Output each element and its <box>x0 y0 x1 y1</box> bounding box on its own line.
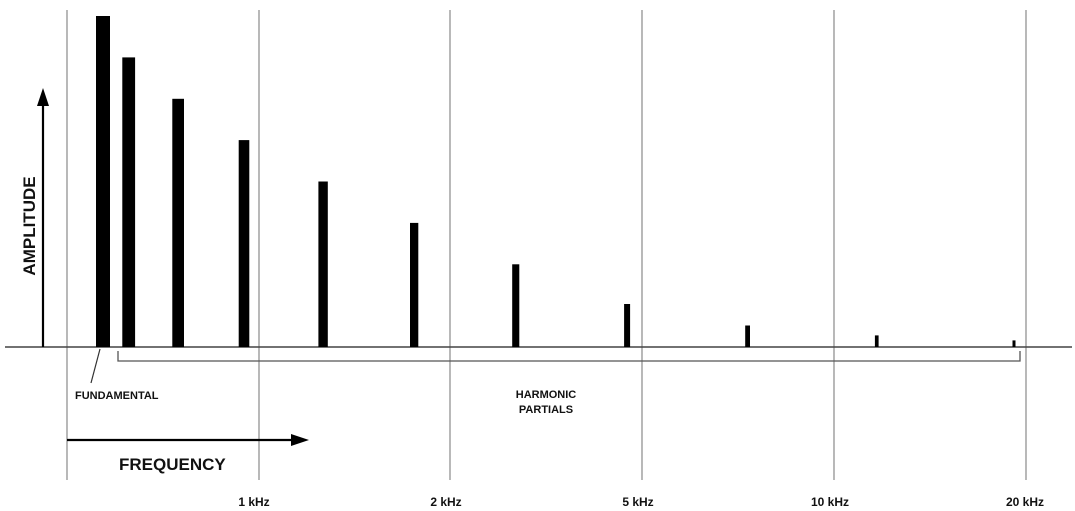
amplitude-arrow-head <box>37 88 49 106</box>
harmonic-bar <box>172 98 184 348</box>
harmonic-bar <box>874 335 879 347</box>
harmonic-partials-bracket <box>117 351 1021 362</box>
fundamental-label: FUNDAMENTAL <box>75 390 159 402</box>
amplitude-arrow <box>37 88 49 347</box>
frequency-arrow <box>67 434 309 446</box>
harmonic-bar <box>410 222 419 347</box>
harmonic-bar <box>512 264 520 348</box>
fundamental-bar <box>96 16 110 347</box>
frequency-arrow-head <box>291 434 309 446</box>
harmonic-bar <box>122 57 136 348</box>
harmonic-label-line2: PARTIALS <box>519 404 573 416</box>
harmonic-bar <box>745 325 750 347</box>
x-tick-label: 2 kHz <box>430 495 461 509</box>
x-tick-labels: 1 kHz 2 kHz 5 kHz 10 kHz 20 kHz <box>238 495 1044 509</box>
harmonic-bar <box>238 140 250 347</box>
harmonic-bar <box>318 181 328 347</box>
harmonic-bar <box>624 304 631 347</box>
x-axis-label: FREQUENCY <box>119 455 226 474</box>
x-tick-label: 5 kHz <box>622 495 653 509</box>
fundamental-pointer <box>90 348 101 384</box>
x-tick-label: 20 kHz <box>1006 495 1044 509</box>
x-tick-label: 1 kHz <box>238 495 269 509</box>
harmonic-bar <box>1012 340 1016 347</box>
partials-bars <box>96 16 1016 348</box>
x-tick-label: 10 kHz <box>811 495 849 509</box>
y-axis-label: AMPLITUDE <box>20 176 39 275</box>
harmonic-label-line1: HARMONIC <box>516 389 577 401</box>
vertical-grid <box>66 10 1027 480</box>
